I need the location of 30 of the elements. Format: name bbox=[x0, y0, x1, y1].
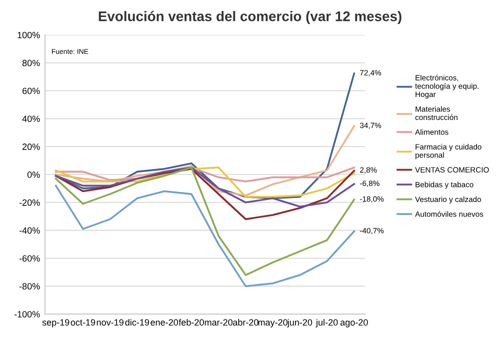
x-tick-label: oct-19 bbox=[70, 319, 96, 326]
x-tick-label: ago-20 bbox=[340, 319, 368, 328]
x-tick-label: abr-20 bbox=[233, 318, 258, 326]
y-tick-label: 80% bbox=[22, 60, 40, 66]
y-tick-label: -20% bbox=[19, 199, 40, 206]
line-series bbox=[54, 168, 356, 220]
line-series bbox=[54, 166, 356, 198]
x-tick-label: feb-20 bbox=[178, 318, 204, 326]
x-tick-label: jul-20 bbox=[316, 318, 338, 328]
y-tick-label: 40% bbox=[22, 116, 40, 122]
line-series bbox=[54, 166, 356, 208]
y-tick-label: -100% bbox=[14, 311, 40, 318]
y-tick-label: -40% bbox=[19, 227, 40, 234]
line-series bbox=[54, 125, 356, 196]
x-tick-label: jun-20 bbox=[287, 318, 312, 328]
x-tick-label: dic-19 bbox=[125, 318, 150, 326]
y-tick-label: -60% bbox=[19, 255, 40, 262]
y-tick-label: 60% bbox=[22, 88, 40, 94]
x-tick-label: ene-20 bbox=[150, 319, 178, 326]
line-series bbox=[54, 166, 356, 276]
y-tick-label: 20% bbox=[22, 144, 40, 150]
chart-title: Evolución ventas del comercio (var 12 meses) bbox=[98, 10, 402, 24]
x-tick-label: nov-19 bbox=[96, 319, 124, 326]
y-tick-label: -80% bbox=[19, 283, 40, 290]
x-tick-label: sep-19 bbox=[42, 319, 70, 328]
y-tick-label: 100% bbox=[18, 32, 40, 38]
x-tick-label: may-20 bbox=[258, 319, 288, 328]
line-series bbox=[54, 184, 356, 288]
x-tick-label: mar-20 bbox=[204, 319, 233, 326]
y-tick-label: 0% bbox=[27, 171, 40, 178]
